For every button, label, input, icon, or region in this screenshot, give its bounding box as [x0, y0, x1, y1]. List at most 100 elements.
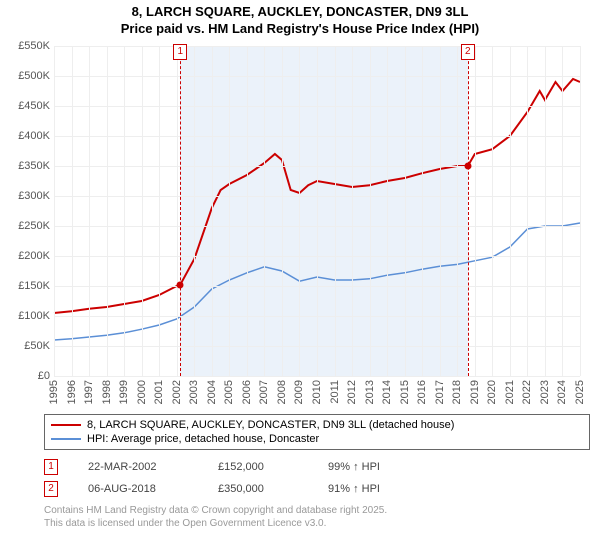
y-axis-label: £300K	[6, 190, 50, 202]
attribution-line-2: This data is licensed under the Open Gov…	[44, 517, 590, 530]
sale-date: 22-MAR-2002	[88, 461, 188, 473]
x-axis-label: 2023	[539, 380, 551, 404]
legend-item: HPI: Average price, detached house, Donc…	[51, 432, 583, 446]
sale-row-marker: 1	[44, 459, 58, 475]
gridline-v	[510, 46, 511, 376]
gridline-v	[440, 46, 441, 376]
gridline-v	[580, 46, 581, 376]
gridline-v	[387, 46, 388, 376]
gridline-v	[89, 46, 90, 376]
y-axis-label: £400K	[6, 130, 50, 142]
sale-price: £152,000	[218, 461, 298, 473]
x-axis-label: 2018	[451, 380, 463, 404]
x-axis-label: 2000	[136, 380, 148, 404]
chart-title: 8, LARCH SQUARE, AUCKLEY, DONCASTER, DN9…	[0, 0, 600, 40]
x-axis-label: 2006	[241, 380, 253, 404]
sale-price: £350,000	[218, 483, 298, 495]
sales-table: 1 22-MAR-2002 £152,000 99% ↑ HPI 2 06-AUG-201…	[44, 456, 590, 500]
x-axis-label: 2015	[399, 380, 411, 404]
gridline-v	[177, 46, 178, 376]
gridline-v	[264, 46, 265, 376]
sale-hpi: 99% ↑ HPI	[328, 461, 418, 473]
gridline-v	[317, 46, 318, 376]
y-axis-label: £200K	[6, 250, 50, 262]
x-axis-label: 2008	[276, 380, 288, 404]
x-axis-label: 2024	[556, 380, 568, 404]
sale-row: 1 22-MAR-2002 £152,000 99% ↑ HPI	[44, 456, 590, 478]
title-line-1: 8, LARCH SQUARE, AUCKLEY, DONCASTER, DN9…	[0, 4, 600, 21]
title-line-2: Price paid vs. HM Land Registry's House …	[0, 21, 600, 38]
legend-swatch	[51, 424, 81, 426]
gridline-v	[405, 46, 406, 376]
x-axis-label: 2021	[504, 380, 516, 404]
x-axis-label: 2016	[416, 380, 428, 404]
gridline-v	[545, 46, 546, 376]
y-axis-label: £350K	[6, 160, 50, 172]
gridline-v	[370, 46, 371, 376]
chart-container: 12 £0£50K£100K£150K£200K£250K£300K£350K£…	[10, 40, 590, 410]
y-axis-label: £100K	[6, 310, 50, 322]
sale-hpi: 91% ↑ HPI	[328, 483, 418, 495]
gridline-v	[229, 46, 230, 376]
legend-label: HPI: Average price, detached house, Donc…	[87, 433, 319, 445]
x-axis-label: 1998	[101, 380, 113, 404]
sale-marker-dot	[177, 281, 184, 288]
sale-date: 06-AUG-2018	[88, 483, 188, 495]
attribution: Contains HM Land Registry data © Crown c…	[44, 504, 590, 530]
x-axis-label: 2007	[258, 380, 270, 404]
y-axis-label: £0	[6, 370, 50, 382]
x-axis-label: 2003	[188, 380, 200, 404]
attribution-line-1: Contains HM Land Registry data © Crown c…	[44, 504, 590, 517]
y-axis-label: £500K	[6, 70, 50, 82]
x-axis-label: 2025	[574, 380, 586, 404]
gridline-v	[124, 46, 125, 376]
x-axis-label: 2014	[381, 380, 393, 404]
x-axis-label: 2005	[223, 380, 235, 404]
gridline-v	[527, 46, 528, 376]
legend-item: 8, LARCH SQUARE, AUCKLEY, DONCASTER, DN9…	[51, 418, 583, 432]
x-axis-label: 2011	[329, 380, 341, 404]
y-axis-label: £50K	[6, 340, 50, 352]
sale-marker-line	[468, 46, 469, 376]
x-axis-label: 2019	[469, 380, 481, 404]
plot-area: 12	[54, 46, 580, 376]
x-axis-label: 2009	[293, 380, 305, 404]
legend-box: 8, LARCH SQUARE, AUCKLEY, DONCASTER, DN9…	[44, 414, 590, 450]
y-axis-label: £150K	[6, 280, 50, 292]
sale-marker-dot	[464, 162, 471, 169]
x-axis-label: 1996	[66, 380, 78, 404]
y-axis-label: £450K	[6, 100, 50, 112]
gridline-v	[475, 46, 476, 376]
sale-marker-line	[180, 46, 181, 376]
x-axis-label: 2001	[153, 380, 165, 404]
gridline-v	[352, 46, 353, 376]
sale-row: 2 06-AUG-2018 £350,000 91% ↑ HPI	[44, 478, 590, 500]
x-axis-label: 2012	[346, 380, 358, 404]
gridline-v	[335, 46, 336, 376]
x-axis-label: 1997	[83, 380, 95, 404]
gridline-v	[159, 46, 160, 376]
gridline-v	[194, 46, 195, 376]
gridline-h	[54, 376, 580, 377]
gridline-v	[72, 46, 73, 376]
x-axis-label: 2022	[521, 380, 533, 404]
x-axis-label: 1999	[118, 380, 130, 404]
gridline-v	[212, 46, 213, 376]
gridline-v	[457, 46, 458, 376]
sale-marker-box: 2	[461, 44, 475, 60]
sale-row-marker: 2	[44, 481, 58, 497]
gridline-v	[299, 46, 300, 376]
x-axis-label: 2013	[364, 380, 376, 404]
x-axis-label: 1995	[48, 380, 60, 404]
y-axis-label: £550K	[6, 40, 50, 52]
legend-label: 8, LARCH SQUARE, AUCKLEY, DONCASTER, DN9…	[87, 419, 454, 431]
x-axis-label: 2004	[206, 380, 218, 404]
gridline-v	[142, 46, 143, 376]
x-axis-label: 2020	[486, 380, 498, 404]
y-axis-label: £250K	[6, 220, 50, 232]
gridline-v	[422, 46, 423, 376]
gridline-v	[492, 46, 493, 376]
gridline-v	[562, 46, 563, 376]
gridline-v	[54, 46, 55, 376]
legend-swatch	[51, 438, 81, 440]
